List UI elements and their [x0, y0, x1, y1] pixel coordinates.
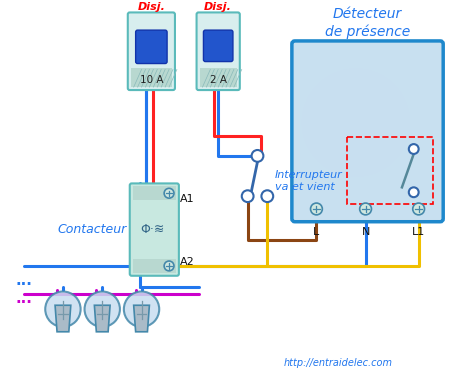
Text: Détecteur
de présence: Détecteur de présence [325, 7, 410, 39]
Text: 2 A: 2 A [210, 75, 227, 85]
Bar [131, 68, 172, 87]
Circle shape [329, 95, 383, 150]
Circle shape [302, 68, 410, 177]
Text: Φ·≋: Φ·≋ [140, 223, 165, 236]
FancyBboxPatch shape [136, 30, 167, 64]
Text: ...: ... [16, 273, 32, 288]
Text: 10 A: 10 A [140, 75, 163, 85]
Text: Contacteur: Contacteur [58, 223, 127, 236]
Bar [200, 68, 237, 87]
Circle shape [314, 81, 397, 164]
Circle shape [124, 291, 159, 327]
Circle shape [311, 203, 322, 215]
FancyBboxPatch shape [292, 41, 443, 222]
Polygon shape [55, 305, 71, 332]
FancyBboxPatch shape [203, 30, 233, 62]
Circle shape [85, 291, 120, 327]
Circle shape [164, 261, 174, 271]
Text: L: L [314, 227, 319, 237]
FancyBboxPatch shape [197, 12, 240, 90]
Text: Disj.: Disj. [138, 2, 165, 12]
Text: ...: ... [16, 291, 32, 306]
Bar [347, 137, 433, 204]
Text: Disj.: Disj. [204, 2, 232, 12]
Circle shape [261, 190, 273, 202]
Text: N: N [361, 227, 370, 237]
Text: Interrupteur
va et vient: Interrupteur va et vient [275, 170, 343, 192]
Circle shape [409, 187, 419, 197]
Circle shape [360, 203, 372, 215]
Text: http://entraidelec.com: http://entraidelec.com [283, 358, 393, 368]
Bar [133, 186, 176, 200]
Circle shape [413, 203, 425, 215]
Text: A1: A1 [180, 194, 195, 204]
Circle shape [409, 144, 419, 154]
FancyBboxPatch shape [128, 12, 175, 90]
Circle shape [252, 150, 263, 162]
Bar [133, 259, 176, 273]
Polygon shape [134, 305, 149, 332]
Circle shape [45, 291, 80, 327]
Text: A2: A2 [180, 257, 195, 267]
Circle shape [164, 188, 174, 198]
Circle shape [242, 190, 254, 202]
Polygon shape [95, 305, 110, 332]
FancyBboxPatch shape [130, 183, 179, 276]
Text: L1: L1 [412, 227, 425, 237]
